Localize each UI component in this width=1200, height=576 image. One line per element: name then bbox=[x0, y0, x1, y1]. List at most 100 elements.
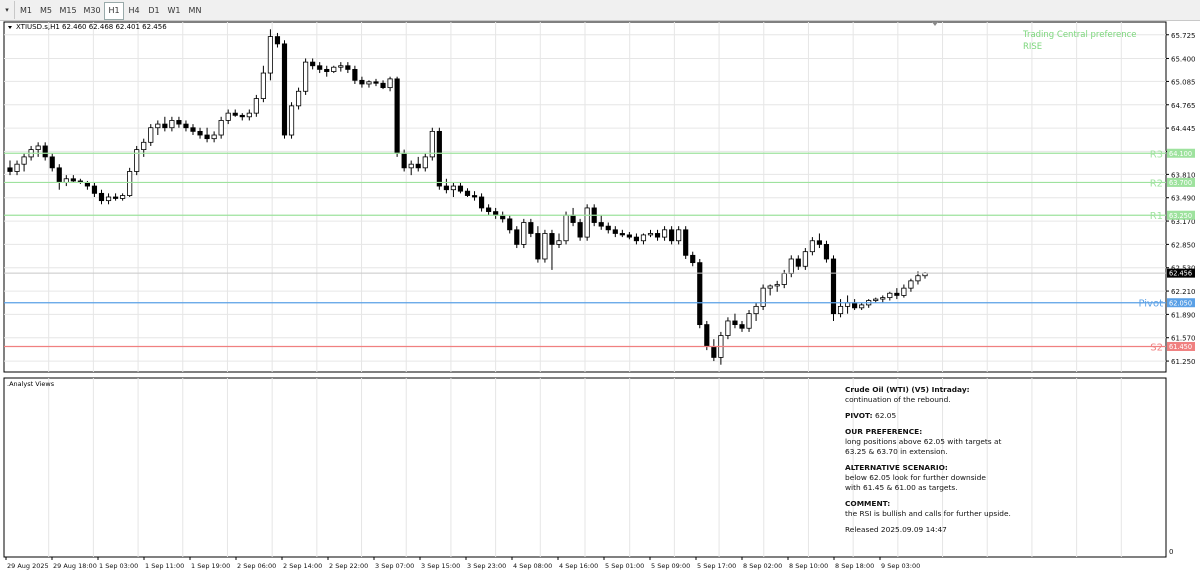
timeframe-button-w1[interactable]: W1 bbox=[167, 6, 181, 15]
timeframe-toolbar: ▾ M1 M5 M15 M30 H1 H4 D1 W1 MN bbox=[0, 0, 1200, 21]
candle bbox=[753, 302, 759, 321]
candle bbox=[211, 131, 217, 143]
analyst-alternative-line2: with 61.45 & 61.00 as targets. bbox=[845, 483, 958, 492]
candle bbox=[91, 182, 98, 197]
timeframe-button-mn[interactable]: MN bbox=[188, 6, 202, 15]
candle bbox=[436, 127, 442, 190]
candle bbox=[317, 62, 323, 74]
candle bbox=[155, 120, 161, 136]
subwindow-label: .Analyst Views bbox=[7, 380, 55, 388]
candle bbox=[387, 76, 393, 92]
y-tick-label: 61.250 bbox=[1171, 358, 1196, 366]
y-tick-label: 62.210 bbox=[1171, 288, 1196, 296]
candle bbox=[880, 295, 886, 303]
y-tick-label: 64.765 bbox=[1171, 102, 1196, 110]
x-tick-label: 2 Sep 22:00 bbox=[329, 562, 368, 570]
y-tick-label: 63.170 bbox=[1171, 218, 1196, 226]
x-tick-label: 8 Sep 18:00 bbox=[835, 562, 874, 570]
current-price-label: 62.456 bbox=[1169, 270, 1192, 278]
candle bbox=[901, 284, 907, 298]
level-price-tag bbox=[1167, 177, 1195, 187]
x-tick-label: 9 Sep 03:00 bbox=[881, 562, 920, 570]
candle bbox=[654, 229, 661, 241]
timeframe-button-h1[interactable]: H1 bbox=[104, 2, 124, 20]
x-tick-label: 8 Sep 10:00 bbox=[789, 562, 828, 570]
candle bbox=[169, 116, 175, 132]
candle bbox=[408, 160, 414, 176]
chart-shift-marker-icon[interactable] bbox=[932, 22, 938, 26]
candle bbox=[577, 218, 583, 241]
analyst-subtitle: continuation of the rebound. bbox=[845, 395, 951, 404]
candle bbox=[21, 153, 27, 172]
timeframe-button-m15[interactable]: M15 bbox=[59, 6, 77, 15]
x-tick-label: 2 Sep 14:00 bbox=[283, 562, 322, 570]
x-tick-label: 4 Sep 16:00 bbox=[559, 562, 598, 570]
x-tick-label: 3 Sep 15:00 bbox=[421, 562, 460, 570]
x-tick-label: 1 Sep 11:00 bbox=[145, 562, 184, 570]
subwindow-axis-zero: 0 bbox=[1169, 548, 1173, 556]
candle bbox=[281, 40, 288, 139]
candle bbox=[359, 76, 365, 88]
candle bbox=[619, 229, 625, 238]
candle bbox=[669, 226, 675, 245]
candle bbox=[746, 310, 752, 332]
y-tick-label: 61.890 bbox=[1171, 311, 1196, 319]
candle bbox=[352, 65, 358, 84]
level-name-pivot: Pivot bbox=[1138, 299, 1163, 310]
candle bbox=[823, 240, 830, 263]
candle bbox=[98, 189, 105, 205]
candle bbox=[120, 193, 126, 201]
candle bbox=[288, 102, 295, 139]
analyst-alternative-label: ALTERNATIVE SCENARIO: bbox=[845, 463, 948, 472]
timeframe-button-d1[interactable]: D1 bbox=[148, 6, 160, 15]
candle bbox=[429, 127, 435, 161]
candle bbox=[373, 78, 379, 87]
candle bbox=[598, 215, 604, 230]
timeframe-button-h4[interactable]: H4 bbox=[128, 6, 140, 15]
candle bbox=[105, 193, 112, 205]
symbol-menu-icon[interactable] bbox=[8, 26, 12, 29]
y-tick-label: 65.400 bbox=[1171, 55, 1196, 63]
candle bbox=[345, 62, 351, 74]
candle bbox=[676, 226, 682, 245]
candle bbox=[49, 153, 55, 172]
candle bbox=[690, 251, 696, 267]
candle bbox=[443, 178, 449, 194]
candle bbox=[640, 233, 647, 245]
candle bbox=[837, 299, 844, 318]
candle bbox=[514, 226, 520, 249]
candle bbox=[802, 248, 808, 270]
level-name-r2: R2 bbox=[1150, 178, 1163, 189]
x-tick-label: 2 Sep 06:00 bbox=[237, 562, 276, 570]
analyst-released: Released 2025.09.09 14:47 bbox=[845, 525, 947, 534]
candle bbox=[204, 127, 210, 143]
level-price-label: 62.050 bbox=[1169, 299, 1192, 307]
candle bbox=[450, 182, 457, 197]
candle bbox=[267, 29, 274, 81]
trading-central-value: RISE bbox=[1023, 42, 1042, 52]
candle bbox=[647, 229, 654, 238]
timeframe-button-m30[interactable]: M30 bbox=[83, 6, 101, 15]
candle bbox=[626, 232, 632, 240]
candle bbox=[584, 204, 590, 241]
analyst-alternative-line1: below 62.05 look for further downside bbox=[845, 473, 986, 482]
candle bbox=[809, 237, 815, 256]
candle bbox=[767, 284, 773, 296]
candle bbox=[366, 80, 372, 88]
level-price-label: 64.100 bbox=[1169, 150, 1192, 158]
candle bbox=[112, 193, 119, 201]
candle bbox=[859, 302, 865, 311]
level-price-label: 63.250 bbox=[1169, 212, 1192, 220]
y-tick-label: 65.725 bbox=[1171, 32, 1196, 40]
toolbar-dropdown-icon[interactable]: ▾ bbox=[0, 1, 15, 19]
candle bbox=[471, 191, 478, 201]
candle bbox=[14, 160, 20, 176]
candle bbox=[331, 65, 337, 74]
candle bbox=[246, 109, 252, 121]
timeframe-button-m1[interactable]: M1 bbox=[20, 6, 32, 15]
candle bbox=[873, 297, 879, 303]
candle bbox=[338, 62, 344, 72]
candle bbox=[176, 116, 182, 128]
timeframe-button-m5[interactable]: M5 bbox=[40, 6, 52, 15]
price-chart[interactable]: 65.72565.40065.08564.76564.44564.12563.8… bbox=[0, 20, 1200, 576]
